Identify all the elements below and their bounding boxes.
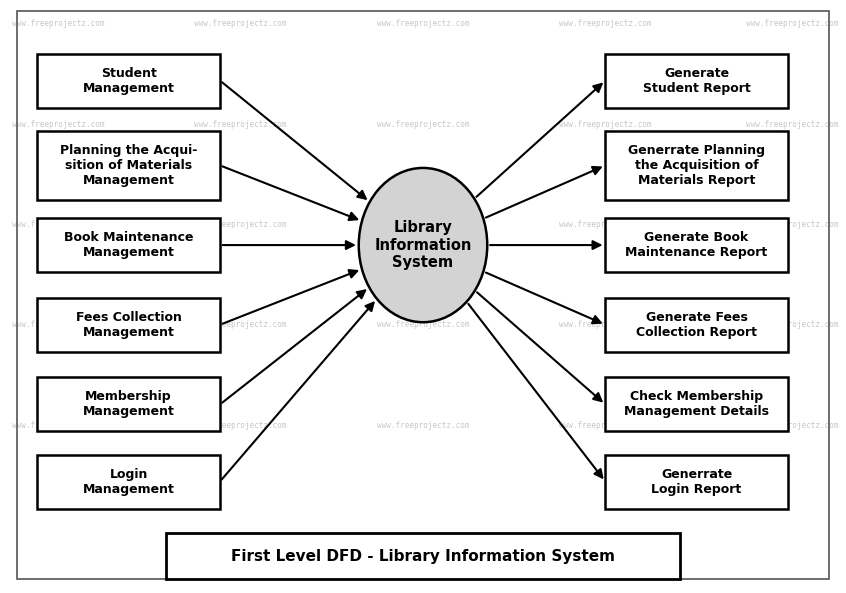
Text: www.freeprojectz.com: www.freeprojectz.com <box>376 420 470 429</box>
Text: Check Membership
Management Details: Check Membership Management Details <box>624 391 769 419</box>
Text: www.freeprojectz.com: www.freeprojectz.com <box>195 420 287 429</box>
Text: Student
Management: Student Management <box>83 66 174 94</box>
Text: www.freeprojectz.com: www.freeprojectz.com <box>12 20 104 28</box>
Text: www.freeprojectz.com: www.freeprojectz.com <box>745 420 838 429</box>
FancyBboxPatch shape <box>37 298 220 352</box>
Text: www.freeprojectz.com: www.freeprojectz.com <box>745 220 838 229</box>
Text: Generate Book
Maintenance Report: Generate Book Maintenance Report <box>625 231 767 259</box>
Text: Generrate
Login Report: Generrate Login Report <box>651 468 742 496</box>
Text: First Level DFD - Library Information System: First Level DFD - Library Information Sy… <box>231 549 615 564</box>
Text: www.freeprojectz.com: www.freeprojectz.com <box>559 120 651 129</box>
FancyBboxPatch shape <box>37 130 220 200</box>
Text: Generate
Student Report: Generate Student Report <box>643 66 750 94</box>
Text: www.freeprojectz.com: www.freeprojectz.com <box>12 420 104 429</box>
Text: Library
Information
System: Library Information System <box>374 220 472 270</box>
FancyBboxPatch shape <box>606 130 788 200</box>
FancyBboxPatch shape <box>606 218 788 272</box>
FancyBboxPatch shape <box>606 378 788 432</box>
Text: www.freeprojectz.com: www.freeprojectz.com <box>195 120 287 129</box>
FancyBboxPatch shape <box>606 455 788 509</box>
Text: www.freeprojectz.com: www.freeprojectz.com <box>376 120 470 129</box>
Text: www.freeprojectz.com: www.freeprojectz.com <box>559 320 651 329</box>
Text: www.freeprojectz.com: www.freeprojectz.com <box>559 220 651 229</box>
Text: Generate Fees
Collection Report: Generate Fees Collection Report <box>636 311 757 339</box>
Text: Book Maintenance
Management: Book Maintenance Management <box>64 231 194 259</box>
Text: www.freeprojectz.com: www.freeprojectz.com <box>559 20 651 28</box>
FancyBboxPatch shape <box>606 298 788 352</box>
Text: www.freeprojectz.com: www.freeprojectz.com <box>376 220 470 229</box>
Text: www.freeprojectz.com: www.freeprojectz.com <box>195 220 287 229</box>
Text: www.freeprojectz.com: www.freeprojectz.com <box>745 320 838 329</box>
FancyBboxPatch shape <box>37 218 220 272</box>
FancyBboxPatch shape <box>37 53 220 107</box>
FancyBboxPatch shape <box>37 455 220 509</box>
Text: www.freeprojectz.com: www.freeprojectz.com <box>12 220 104 229</box>
Text: www.freeprojectz.com: www.freeprojectz.com <box>195 20 287 28</box>
Text: Login
Management: Login Management <box>83 468 174 496</box>
Text: Membership
Management: Membership Management <box>83 391 174 419</box>
Text: www.freeprojectz.com: www.freeprojectz.com <box>745 20 838 28</box>
Text: www.freeprojectz.com: www.freeprojectz.com <box>376 320 470 329</box>
Text: www.freeprojectz.com: www.freeprojectz.com <box>376 20 470 28</box>
Text: www.freeprojectz.com: www.freeprojectz.com <box>195 320 287 329</box>
Text: Planning the Acqui-
sition of Materials
Management: Planning the Acqui- sition of Materials … <box>60 144 197 187</box>
FancyBboxPatch shape <box>37 378 220 432</box>
Text: www.freeprojectz.com: www.freeprojectz.com <box>559 420 651 429</box>
Text: Fees Collection
Management: Fees Collection Management <box>76 311 182 339</box>
FancyBboxPatch shape <box>166 533 680 579</box>
Text: Generrate Planning
the Acquisition of
Materials Report: Generrate Planning the Acquisition of Ma… <box>628 144 765 187</box>
FancyBboxPatch shape <box>606 53 788 107</box>
Text: www.freeprojectz.com: www.freeprojectz.com <box>745 120 838 129</box>
Text: www.freeprojectz.com: www.freeprojectz.com <box>12 320 104 329</box>
Text: www.freeprojectz.com: www.freeprojectz.com <box>12 120 104 129</box>
Ellipse shape <box>359 168 487 322</box>
